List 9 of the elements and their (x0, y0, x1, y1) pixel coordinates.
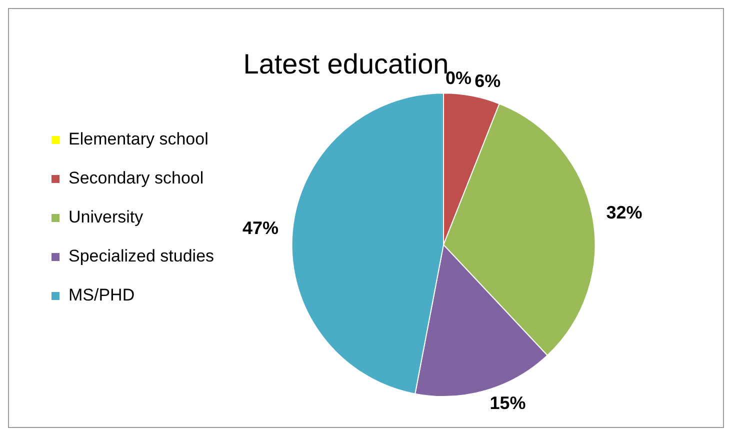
legend-label: MS/PHD (68, 286, 135, 305)
legend-label: University (68, 208, 144, 227)
legend-label: Specialized studies (68, 246, 214, 266)
legend-label: Elementary school (68, 130, 208, 149)
data-label: 32% (606, 202, 642, 223)
data-label: 6% (474, 71, 501, 92)
data-label: 47% (242, 218, 279, 238)
data-label: 15% (490, 392, 526, 413)
legend-label: Secondary school (68, 168, 204, 188)
